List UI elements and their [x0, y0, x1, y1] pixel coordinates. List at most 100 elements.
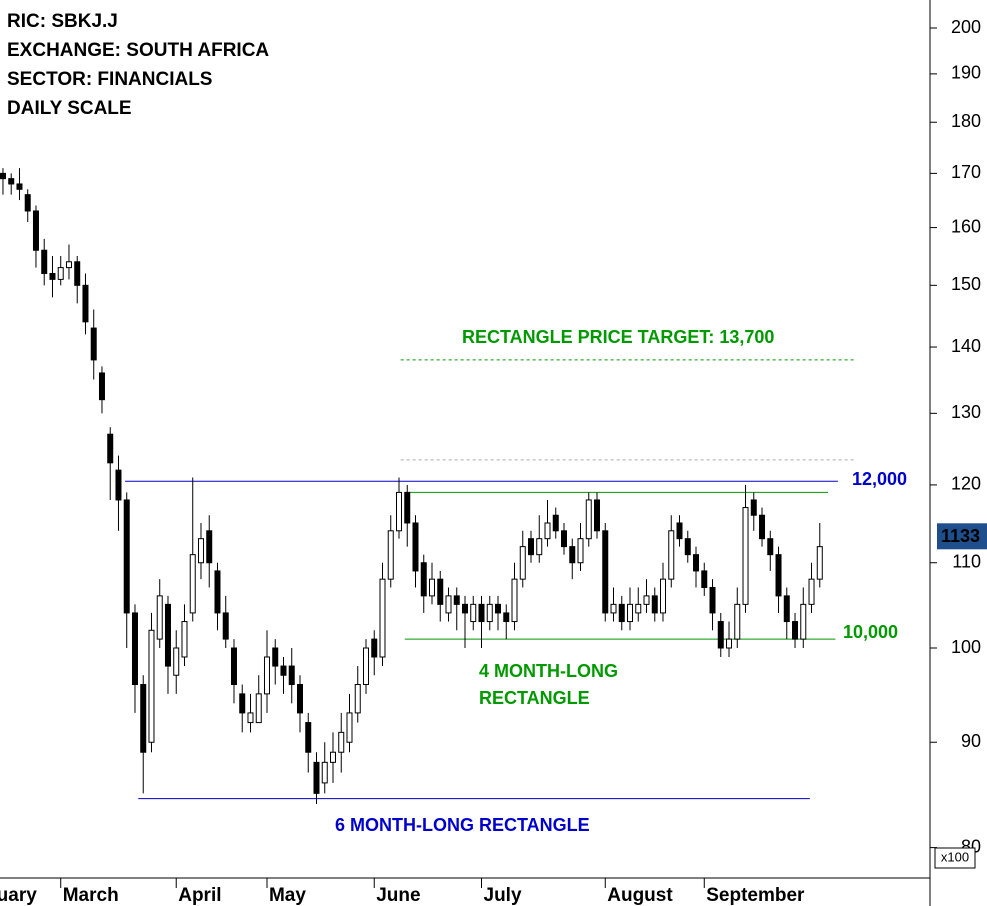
x-tick-label: June — [376, 885, 420, 906]
y-tick-label: 130 — [951, 402, 981, 422]
candle-body — [676, 522, 683, 540]
candle-body — [726, 638, 733, 649]
candle-body — [362, 647, 369, 686]
candle-body — [585, 499, 592, 540]
candle-body — [693, 554, 700, 572]
candle-body — [486, 603, 493, 623]
candle-body — [701, 570, 708, 588]
x-tick-label: April — [178, 885, 221, 906]
candle-body — [742, 507, 749, 605]
info-line: RIC: SBKJ.J — [7, 11, 118, 32]
info-line: DAILY SCALE — [7, 98, 132, 119]
candle-body — [420, 562, 427, 597]
candle-body — [214, 570, 221, 614]
candle-body — [148, 629, 155, 743]
candle-body — [379, 578, 386, 658]
x-tick-label: February — [0, 885, 37, 906]
candle-body — [528, 538, 535, 556]
annotation: 6 MONTH-LONG RECTANGLE — [335, 815, 590, 835]
candle-body — [98, 372, 105, 401]
candle-body — [783, 595, 790, 623]
candle-body — [329, 751, 336, 763]
candle-body — [561, 530, 568, 548]
candle-body — [140, 684, 147, 753]
candle-body — [82, 284, 89, 323]
last-price-label: 1133 — [941, 526, 980, 546]
candle-body — [115, 469, 122, 501]
last-price-box — [937, 523, 987, 550]
candle-body — [412, 522, 419, 572]
y-tick-label: 180 — [951, 111, 981, 131]
candle-body — [8, 178, 15, 185]
candle-body — [32, 210, 39, 251]
candle-body — [536, 538, 543, 556]
candle-body — [395, 491, 402, 532]
candle-body — [643, 595, 650, 605]
candle-body — [239, 693, 246, 714]
candle-body — [759, 514, 766, 540]
candle-body — [462, 603, 468, 614]
candle-body — [222, 612, 229, 640]
candle-body — [57, 267, 64, 280]
candle-body — [24, 194, 31, 212]
candle-body — [519, 546, 526, 580]
info-line: EXCHANGE: SOUTH AFRICA — [7, 40, 269, 61]
info-line: SECTOR: FINANCIALS — [7, 69, 212, 90]
candle-body — [478, 603, 485, 623]
annotation: 12,000 — [852, 469, 907, 489]
candle-body — [263, 656, 270, 695]
annotation: RECTANGLE — [479, 688, 590, 708]
unit-label: x100 — [941, 849, 969, 864]
candle-body — [437, 578, 444, 605]
candle-body — [767, 538, 774, 556]
candle-body — [107, 433, 114, 464]
candle-body — [610, 603, 617, 614]
x-tick-label: March — [63, 885, 119, 906]
candle-body — [0, 172, 6, 180]
candle-body — [371, 638, 378, 658]
candle-body — [808, 578, 815, 605]
y-tick-label: 90 — [961, 731, 981, 751]
candle-body — [495, 603, 502, 614]
candle-body — [445, 595, 452, 614]
candle-body — [709, 586, 716, 614]
candle-body — [635, 603, 642, 614]
annotation: RECTANGLE PRICE TARGET: 13,700 — [462, 327, 774, 347]
candle-body — [602, 530, 609, 614]
candle-body — [288, 665, 295, 686]
candle-body — [164, 603, 171, 667]
candle-body — [651, 595, 658, 614]
candle-body — [511, 578, 518, 623]
candle-body — [313, 761, 320, 794]
candle-body — [470, 603, 477, 623]
candle-body — [453, 595, 460, 605]
candle-body — [131, 612, 138, 686]
candle-body — [684, 538, 691, 556]
y-tick-label: 190 — [951, 63, 981, 83]
candle-body — [577, 538, 584, 564]
candle-body — [660, 578, 667, 614]
candle-body — [321, 761, 328, 784]
candle-body — [552, 514, 559, 532]
candle-body — [156, 595, 163, 640]
candle-body — [74, 261, 81, 286]
y-tick-label: 140 — [951, 336, 981, 356]
y-tick-label: 110 — [952, 551, 981, 571]
candle-body — [503, 612, 510, 623]
candle-body — [181, 621, 188, 658]
candle-body — [247, 712, 254, 724]
candle-body — [387, 530, 394, 580]
candle-body — [123, 499, 130, 614]
candle-body — [750, 499, 757, 516]
candle-body — [338, 731, 345, 753]
candle-body — [346, 712, 353, 743]
x-tick-label: August — [607, 885, 673, 906]
y-tick-label: 150 — [951, 274, 981, 294]
candle-body — [792, 621, 799, 640]
annotation: 10,000 — [843, 622, 898, 642]
candle-body — [173, 647, 180, 676]
candle-body — [305, 722, 312, 753]
candle-body — [428, 578, 435, 597]
y-tick-label: 200 — [951, 17, 981, 37]
